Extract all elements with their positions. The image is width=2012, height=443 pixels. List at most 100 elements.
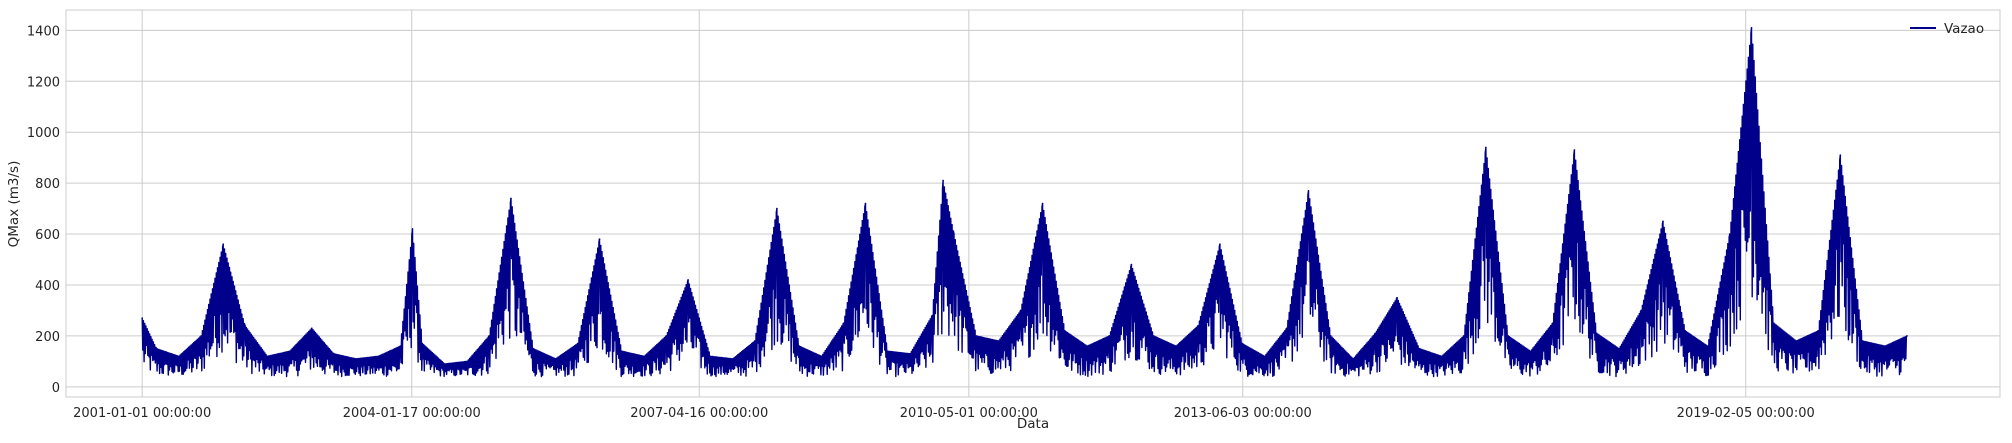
data-point: [1773, 322, 1775, 324]
data-point: [687, 279, 689, 281]
data-point: [1662, 220, 1664, 223]
data-point: [155, 347, 158, 350]
data-point: [1728, 233, 1731, 235]
data-point: [1440, 355, 1443, 358]
data-point: [1019, 309, 1022, 312]
data-point: [266, 355, 269, 358]
data-point: [1861, 340, 1864, 342]
data-point: [709, 355, 712, 358]
data-point: [1595, 332, 1598, 335]
legend: Vazao: [1910, 21, 1984, 37]
data-point: [1462, 335, 1465, 337]
data-point: [953, 233, 955, 235]
data-point: [1906, 335, 1908, 337]
data-point: [864, 202, 867, 205]
data-point: [421, 342, 424, 345]
y-tick-labels: 0 200 400 600 800 1000 1200 1400: [27, 24, 60, 395]
y-tick-label: 1200: [27, 75, 60, 90]
x-tick-label: 2013-06-03 00:00:00: [1174, 406, 1312, 421]
data-point: [1108, 335, 1111, 337]
data-point: [1219, 243, 1221, 246]
data-point: [222, 243, 225, 246]
data-point: [942, 179, 944, 182]
data-point: [1884, 345, 1886, 347]
y-tick-label: 600: [35, 228, 60, 243]
data-point: [510, 197, 512, 200]
y-tick-label: 0: [52, 381, 60, 396]
data-point: [1374, 332, 1377, 335]
data-point: [776, 207, 778, 210]
x-tick-label: 2004-01-17 00:00:00: [343, 406, 481, 421]
x-axis-title: Data: [1017, 416, 1049, 432]
x-tick-label: 2010-05-01 00:00:00: [900, 406, 1038, 421]
data-point: [399, 345, 402, 347]
data-point: [621, 350, 623, 352]
data-point: [1640, 309, 1642, 312]
data-point: [909, 352, 911, 355]
y-tick-label: 200: [35, 330, 60, 345]
data-point: [1064, 330, 1066, 332]
data-point: [200, 335, 202, 337]
data-point: [1175, 345, 1177, 347]
data-point: [754, 340, 756, 342]
data-point: [488, 335, 490, 337]
data-point: [1573, 149, 1576, 151]
data-point: [1130, 263, 1133, 266]
data-point: [931, 314, 933, 317]
data-point: [1263, 355, 1266, 358]
y-tick-label: 400: [35, 279, 60, 294]
x-tick-labels: 2001-01-01 00:00:00 2004-01-17 00:00:00 20…: [73, 406, 1815, 421]
data-point: [288, 350, 291, 352]
data-point: [244, 324, 246, 327]
data-point: [1706, 345, 1709, 347]
legend-label: Vazao: [1944, 21, 1984, 37]
data-point: [643, 355, 645, 358]
data-point: [332, 352, 335, 355]
data-point: [178, 355, 180, 358]
series-group: [141, 27, 1908, 378]
data-point: [443, 363, 446, 365]
data-point: [310, 327, 313, 330]
data-point: [665, 335, 668, 337]
data-point: [1795, 340, 1797, 342]
data-point: [1817, 330, 1820, 332]
series-line-vazao: [141, 27, 1908, 378]
data-point: [554, 358, 557, 360]
data-point: [1507, 335, 1509, 337]
y-tick-label: 1400: [27, 24, 60, 39]
data-point: [1684, 330, 1687, 332]
data-point: [141, 317, 143, 319]
data-point: [1307, 189, 1310, 192]
data-point: [355, 358, 357, 360]
data-point: [1551, 322, 1554, 324]
y-axis-title: QMax (m3/s): [6, 161, 22, 248]
data-point: [1529, 350, 1532, 352]
data-point: [1750, 27, 1753, 29]
data-point: [1485, 146, 1487, 149]
x-tick-label: 2007-04-16 00:00:00: [630, 406, 768, 421]
data-point: [975, 335, 978, 337]
data-point: [532, 347, 535, 350]
data-point: [1839, 154, 1842, 156]
data-point: [1418, 347, 1421, 350]
data-point: [1330, 335, 1332, 337]
data-point: [798, 345, 801, 347]
data-point: [731, 358, 734, 360]
data-point: [842, 322, 845, 324]
data-point: [1197, 324, 1199, 327]
data-point: [997, 340, 1000, 342]
data-point: [1041, 202, 1044, 205]
y-tick-label: 800: [35, 177, 60, 192]
data-point: [1152, 335, 1155, 337]
x-tick-label: 2019-02-05 00:00:00: [1677, 406, 1815, 421]
data-point: [1396, 296, 1398, 299]
data-point: [1086, 345, 1089, 347]
data-point: [411, 228, 414, 230]
x-tick-label: 2001-01-01 00:00:00: [73, 406, 211, 421]
data-point: [820, 355, 823, 358]
data-point: [886, 350, 889, 352]
data-point: [1352, 358, 1354, 360]
data-point: [377, 355, 380, 358]
data-point: [576, 342, 579, 345]
